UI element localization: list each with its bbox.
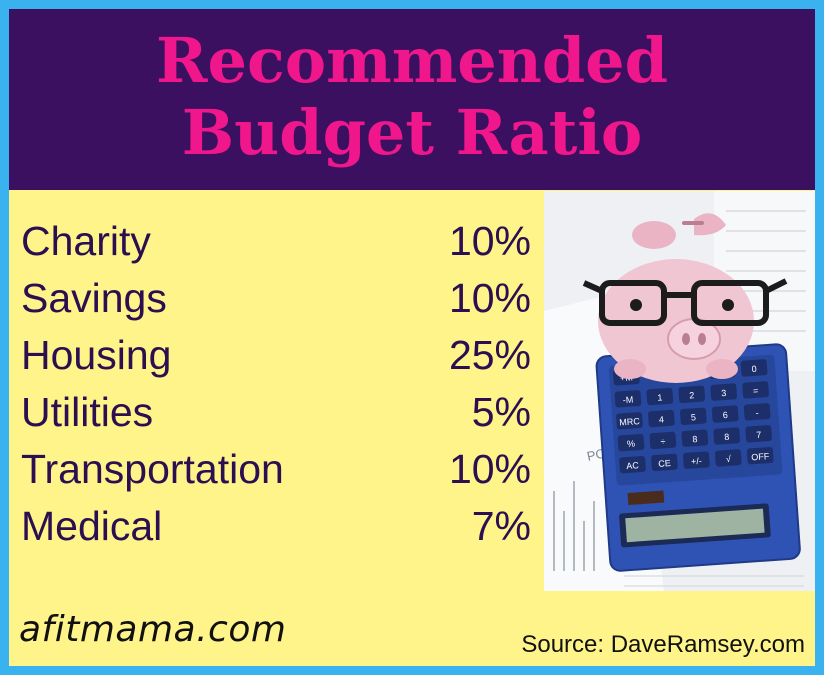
budget-label: Savings bbox=[21, 275, 167, 321]
title-line-1: Recommended bbox=[156, 24, 668, 97]
budget-label: Charity bbox=[21, 218, 151, 264]
svg-text:%: % bbox=[627, 438, 636, 449]
title-line-2: Budget Ratio bbox=[181, 96, 643, 169]
svg-text:-: - bbox=[755, 408, 759, 418]
piggy-bank-photo: PORT +M 0 -M 1 bbox=[544, 191, 815, 591]
budget-value: 10% bbox=[448, 218, 531, 264]
svg-text:AC: AC bbox=[626, 460, 640, 471]
budget-row-housing: Housing 25% bbox=[21, 327, 541, 384]
infographic-card: Recommended Budget Ratio Charity 10% Sav… bbox=[9, 9, 815, 666]
budget-value: 10% bbox=[448, 446, 531, 492]
svg-text:=: = bbox=[753, 386, 759, 396]
svg-text:+/-: +/- bbox=[691, 456, 702, 467]
piggy-bank-calculator-icon: PORT +M 0 -M 1 bbox=[544, 191, 815, 591]
budget-label: Housing bbox=[21, 332, 172, 378]
budget-row-medical: Medical 7% bbox=[21, 498, 541, 555]
svg-text:4: 4 bbox=[659, 414, 665, 424]
svg-text:8: 8 bbox=[724, 432, 730, 442]
svg-text:MRC: MRC bbox=[619, 416, 641, 427]
svg-text:3: 3 bbox=[721, 388, 727, 398]
svg-text:0: 0 bbox=[751, 364, 757, 374]
svg-text:√: √ bbox=[726, 454, 732, 464]
svg-text:6: 6 bbox=[722, 410, 728, 420]
svg-text:7: 7 bbox=[756, 430, 762, 440]
title-banner: Recommended Budget Ratio bbox=[9, 9, 815, 190]
budget-value: 5% bbox=[471, 389, 531, 435]
brand-logo-text: afitmama.com bbox=[19, 609, 287, 650]
budget-value: 10% bbox=[448, 275, 531, 321]
budget-value: 7% bbox=[471, 503, 531, 549]
piggy-bank-icon bbox=[582, 213, 788, 383]
svg-text:8: 8 bbox=[692, 434, 698, 444]
budget-value: 25% bbox=[448, 332, 531, 378]
svg-text:CE: CE bbox=[658, 458, 671, 469]
svg-text:OFF: OFF bbox=[751, 451, 770, 462]
svg-text:-M: -M bbox=[622, 394, 633, 405]
svg-text:2: 2 bbox=[689, 390, 695, 400]
budget-row-transportation: Transportation 10% bbox=[21, 441, 541, 498]
svg-text:5: 5 bbox=[691, 412, 697, 422]
budget-label: Transportation bbox=[21, 446, 284, 492]
budget-row-savings: Savings 10% bbox=[21, 270, 541, 327]
svg-text:1: 1 bbox=[657, 392, 663, 402]
budget-label: Utilities bbox=[21, 389, 154, 435]
budget-row-charity: Charity 10% bbox=[21, 213, 541, 270]
source-credit: Source: DaveRamsey.com bbox=[521, 631, 805, 658]
svg-text:÷: ÷ bbox=[660, 436, 666, 446]
budget-list: Charity 10% Savings 10% Housing 25% Util… bbox=[21, 213, 541, 555]
budget-row-utilities: Utilities 5% bbox=[21, 384, 541, 441]
budget-label: Medical bbox=[21, 503, 163, 549]
